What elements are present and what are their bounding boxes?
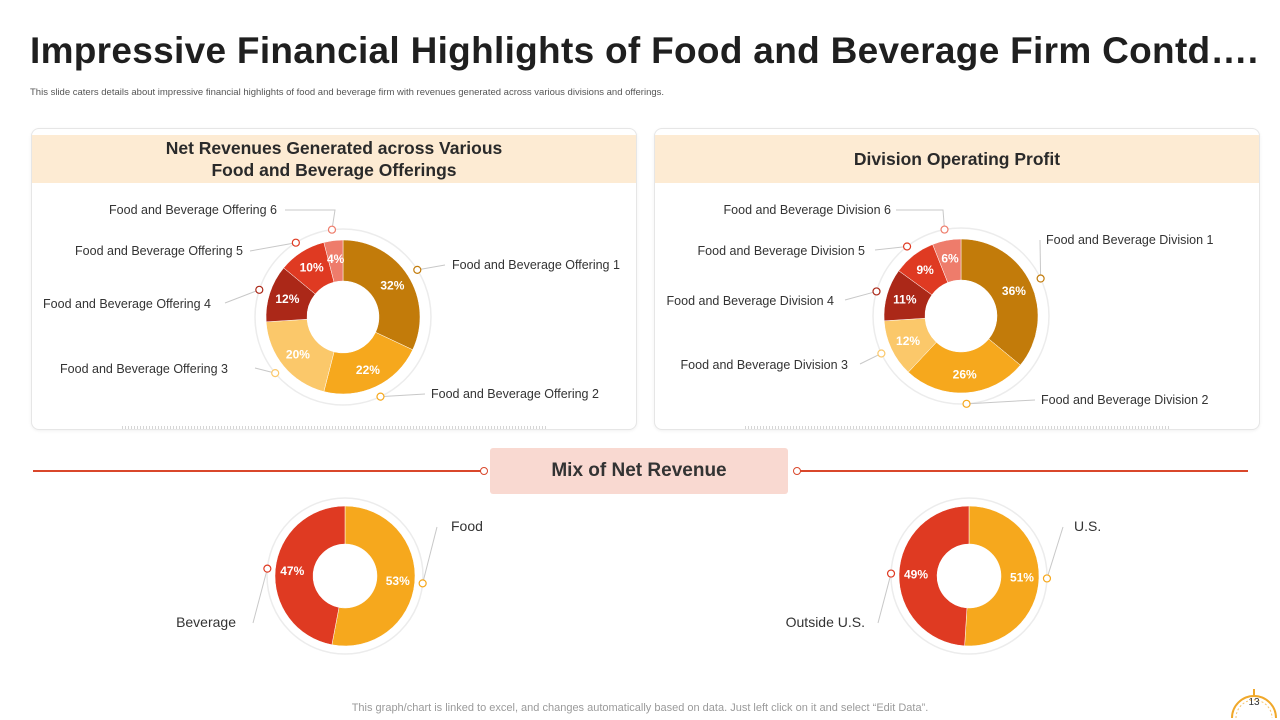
donut-slice-1 [331,505,416,647]
callout-line-2 [877,573,892,624]
callout-dot-5 [902,242,912,251]
callout-dot-4 [872,287,881,296]
callout-dot-6 [940,225,949,234]
slice-value-label-1: 51% [1010,571,1034,585]
callout-dot-1 [1042,574,1052,583]
net-revenues-donut-chart: 32% Food and Beverage Offering 1 22% Food a… [43,203,620,406]
category-label-1: Food [451,518,483,534]
callout-dot-2 [263,564,272,573]
category-label-3: Food and Beverage Offering 3 [60,362,228,376]
callout-line-2 [252,568,268,624]
callout-dot-4 [255,285,264,294]
callout-line-4 [844,290,877,301]
donut-slice-2 [274,505,346,646]
panel-divider-hatch [122,426,546,429]
category-label-5: Food and Beverage Offering 5 [75,244,243,258]
callout-dot-5 [291,238,300,247]
callout-line-4 [224,289,260,304]
category-label-4: Food and Beverage Offering 4 [43,297,211,311]
category-label-3: Food and Beverage Division 3 [681,358,849,372]
net-revenues-title-line-2: Food and Beverage Offerings [211,160,457,180]
mix-of-net-revenue-label: Mix of Net Revenue [490,448,788,494]
callout-dot-3 [271,368,280,378]
callout-line-1 [417,264,446,271]
callout-line-5 [249,242,296,252]
donut-slice-1 [964,505,1040,647]
donut-outer-ring [872,227,1050,405]
slice-value-label-2: 22% [356,363,380,377]
division-profit-donut-chart: 36% Food and Beverage Division 1 26% Food a… [667,203,1214,408]
callout-dot-1 [413,265,422,274]
net-revenues-panel-header: Net Revenues Generated across Various Fo… [32,135,636,183]
slice-value-label-4: 12% [275,292,299,306]
division-profit-title: Division Operating Profit [853,149,1061,169]
donut-slice-2 [323,331,414,395]
donut-outer-ring [254,228,432,406]
donut-slice-2 [898,505,970,647]
slice-value-label-6: 6% [941,252,959,266]
donut-slice-1 [960,238,1039,366]
page-number-badge-icon [1231,689,1277,719]
donut-slice-2 [907,338,1021,394]
category-label-2: Outside U.S. [786,614,865,630]
callout-line-6 [285,209,336,230]
category-label-6: Food and Beverage Offering 6 [109,203,277,217]
slice-value-label-1: 36% [1002,284,1026,298]
slice-value-label-3: 12% [896,334,920,348]
footnote: This graph/chart is linked to excel, and… [351,702,929,714]
donut-slice-6 [323,239,344,283]
callout-dot-1 [1036,274,1045,283]
category-label-2: Food and Beverage Offering 2 [431,387,599,401]
net-revenues-title-line-1: Net Revenues Generated across Various [165,138,503,158]
callout-line-2 [380,393,426,398]
callout-dot-1 [418,579,427,588]
category-label-2: Beverage [176,614,236,630]
callout-line-6 [896,209,946,230]
slice-value-label-3: 20% [286,347,310,361]
slice-value-label-4: 11% [893,293,917,307]
category-label-2: Food and Beverage Division 2 [1041,393,1209,407]
category-label-1: U.S. [1074,518,1101,534]
callout-line-5 [874,245,908,251]
slice-value-label-1: 53% [386,574,410,588]
callout-line-1 [1039,239,1042,279]
mix-divider-dot-left [480,467,488,475]
slice-value-label-5: 10% [300,261,324,275]
donut-slice-6 [932,238,962,283]
food-beverage-mix-donut-chart: 53% Food 47% Beverage [176,497,483,655]
mix-divider-line-right [800,470,1248,472]
slice-value-label-2: 47% [280,564,304,578]
callout-line-2 [966,399,1036,405]
category-label-6: Food and Beverage Division 6 [724,203,892,217]
division-profit-panel-header: Division Operating Profit [655,135,1259,183]
category-label-5: Food and Beverage Division 5 [698,244,866,258]
category-label-1: Food and Beverage Division 1 [1046,233,1214,247]
callout-dot-6 [327,225,337,234]
slice-value-label-5: 9% [916,263,934,277]
page-number: 13 [1248,697,1260,708]
mix-divider-line-left [33,470,481,472]
slice-value-label-2: 49% [904,567,928,581]
callout-dot-2 [962,399,971,408]
slide-title: Impressive Financial Highlights of Food … [30,30,1259,71]
donut-outer-ring [266,497,424,655]
callout-line-1 [1046,526,1064,579]
donut-slice-1 [342,239,421,351]
slice-value-label-2: 26% [953,367,977,381]
slice-value-label-1: 32% [380,279,404,293]
callout-dot-2 [886,569,896,578]
category-label-1: Food and Beverage Offering 1 [452,258,620,272]
slide-subtitle: This slide caters details about impressi… [30,87,665,98]
panel-divider-hatch [745,426,1169,429]
callout-line-1 [422,526,438,584]
us-outside-mix-donut-chart: 51% U.S. 49% Outside U.S. [786,497,1101,655]
callout-dot-3 [877,349,886,358]
category-label-4: Food and Beverage Division 4 [667,294,835,308]
slice-value-label-6: 4% [327,252,345,266]
callout-dot-2 [376,392,385,401]
